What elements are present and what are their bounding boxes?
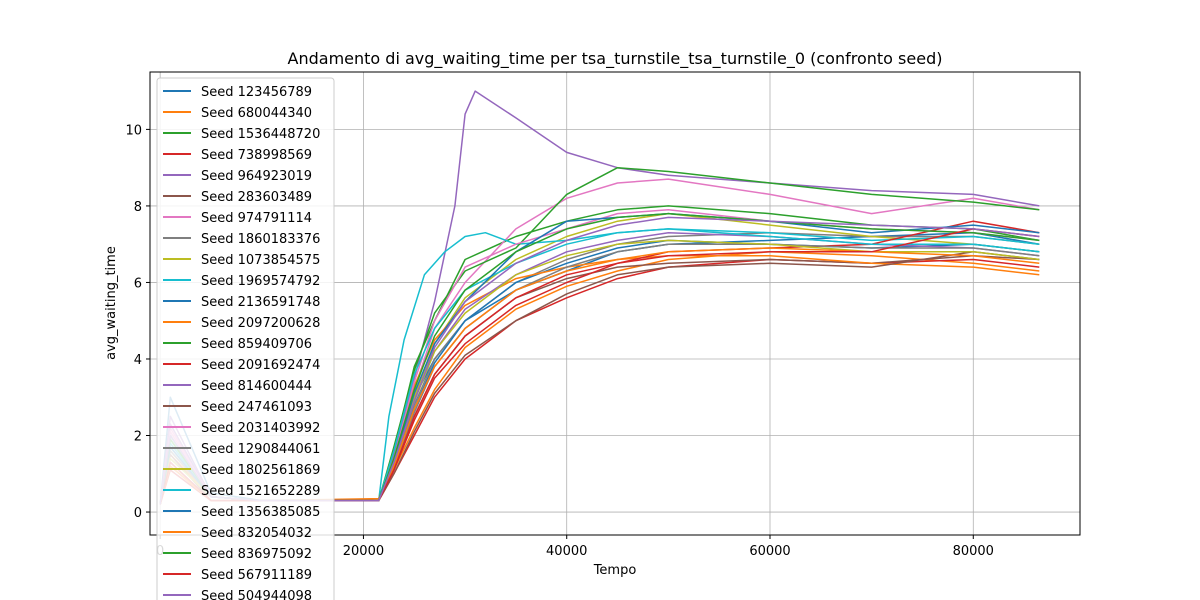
x-tick-label: 80000 [953, 544, 994, 559]
y-tick-label: 8 [134, 200, 142, 215]
legend-label: Seed 567911189 [201, 568, 312, 583]
legend-label: Seed 680044340 [201, 106, 312, 121]
legend-label: Seed 814600444 [201, 379, 312, 394]
legend: Seed 123456789 Seed 680044340 Seed 1536448… [156, 77, 335, 600]
legend-label: Seed 1073854575 [201, 253, 320, 268]
legend-label: Seed 1290844061 [201, 442, 320, 457]
legend-label: Seed 1536448720 [201, 127, 320, 142]
legend-label: Seed 1521652289 [201, 484, 320, 499]
y-tick-label: 0 [134, 506, 142, 521]
legend-label: Seed 2091692474 [201, 358, 320, 373]
legend-label: Seed 832054032 [201, 526, 312, 541]
legend-label: Seed 1860183376 [201, 232, 320, 247]
legend-label: Seed 1969574792 [201, 274, 320, 289]
legend-label: Seed 1802561869 [201, 463, 320, 478]
legend-label: Seed 1356385085 [201, 505, 320, 520]
y-tick-label: 10 [125, 123, 142, 138]
legend-label: Seed 859409706 [201, 337, 312, 352]
x-tick-label: 40000 [546, 544, 587, 559]
y-tick-label: 6 [134, 276, 142, 291]
x-axis: 020000400006000080000 [156, 535, 994, 559]
axes-frame [149, 71, 1081, 536]
legend-label: Seed 247461093 [201, 400, 312, 415]
y-axis-title: avg_waiting_time [104, 246, 119, 360]
y-tick-label: 2 [134, 430, 142, 445]
x-tick-label: 20000 [343, 544, 384, 559]
legend-label: Seed 2031403992 [201, 421, 320, 436]
y-axis: 0 2 4 6 8 10 [125, 123, 150, 521]
legend-label: Seed 2097200628 [201, 316, 320, 331]
legend-box [156, 77, 335, 600]
x-tick-label: 60000 [749, 544, 790, 559]
legend-label: Seed 974791114 [201, 211, 312, 226]
legend-label: Seed 504944098 [201, 589, 312, 600]
y-tick-label: 4 [134, 353, 142, 368]
legend-label: Seed 738998569 [201, 148, 312, 163]
legend-label: Seed 283603489 [201, 190, 312, 205]
legend-label: Seed 2136591748 [201, 295, 320, 310]
legend-label: Seed 836975092 [201, 547, 312, 562]
legend-label: Seed 123456789 [201, 85, 312, 100]
legend-label: Seed 964923019 [201, 169, 312, 184]
x-axis-title: Tempo [593, 563, 637, 578]
chart-title: Andamento di avg_waiting_time per tsa_tu… [288, 49, 943, 69]
